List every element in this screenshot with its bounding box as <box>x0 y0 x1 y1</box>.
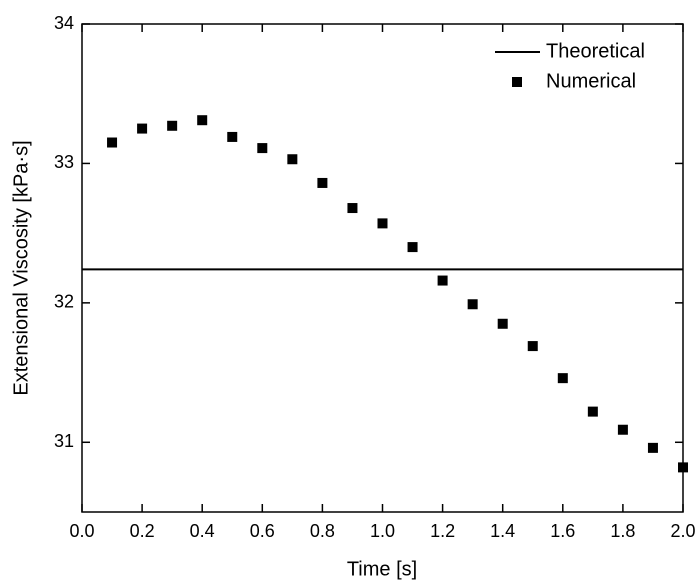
data-point <box>317 177 328 188</box>
data-point <box>197 115 208 126</box>
legend-label: Theoretical <box>546 40 645 62</box>
x-axis-label: Time [s] <box>347 558 417 580</box>
data-point <box>407 242 418 253</box>
x-tick-label: 1.0 <box>370 521 395 541</box>
data-point <box>107 137 118 148</box>
y-tick-label: 33 <box>54 152 74 172</box>
data-point <box>587 406 598 417</box>
legend-label: Numerical <box>546 70 636 92</box>
y-axis-label: Extensional Viscosity [kPa·s] <box>10 140 32 395</box>
data-point <box>137 123 148 134</box>
data-point <box>167 120 178 131</box>
x-tick-label: 1.4 <box>490 521 515 541</box>
data-point <box>678 462 688 473</box>
data-point <box>467 299 478 310</box>
data-point <box>437 275 448 286</box>
x-tick-label: 0.4 <box>190 521 215 541</box>
y-tick-label: 32 <box>54 292 74 312</box>
data-point <box>557 373 568 384</box>
x-tick-label: 0.2 <box>130 521 155 541</box>
data-point <box>617 424 628 435</box>
x-tick-label: 0.0 <box>69 521 94 541</box>
x-tick-label: 1.6 <box>550 521 575 541</box>
data-point <box>227 131 238 142</box>
data-point <box>347 203 358 214</box>
plot-frame <box>81 23 684 513</box>
x-tick-label: 0.8 <box>310 521 335 541</box>
x-tick-label: 1.8 <box>610 521 635 541</box>
x-tick-label: 1.2 <box>430 521 455 541</box>
x-tick-label: 0.6 <box>250 521 275 541</box>
legend-marker <box>512 77 522 87</box>
data-point <box>497 318 508 329</box>
data-point <box>647 442 658 453</box>
x-tick-label: 2.0 <box>670 521 695 541</box>
data-point <box>257 143 268 154</box>
data-point <box>527 341 538 352</box>
data-point <box>377 218 388 229</box>
y-tick-label: 34 <box>54 13 74 33</box>
data-point <box>287 154 298 165</box>
y-tick-label: 31 <box>54 431 74 451</box>
